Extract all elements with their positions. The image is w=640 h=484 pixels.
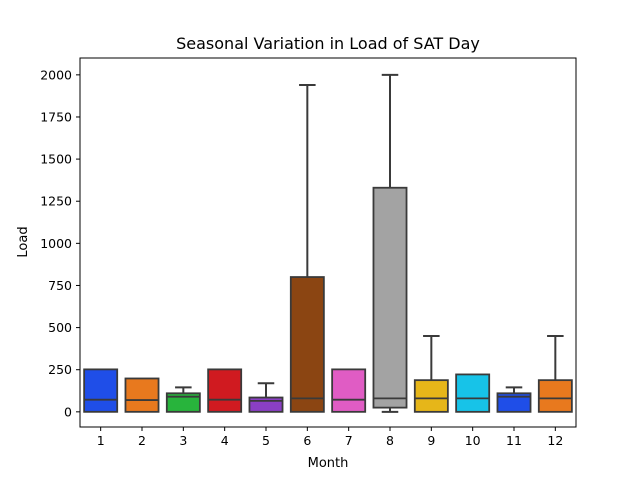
box-body bbox=[207, 368, 243, 413]
box-body bbox=[124, 377, 160, 413]
box-month-4 bbox=[207, 368, 243, 413]
x-tick-label: 1 bbox=[97, 433, 105, 448]
box-body bbox=[83, 368, 119, 413]
x-tick-label: 11 bbox=[506, 433, 522, 448]
box-month-10 bbox=[455, 373, 491, 413]
chart-title: Seasonal Variation in Load of SAT Day bbox=[176, 34, 480, 53]
box-month-6 bbox=[289, 83, 325, 413]
x-tick-label: 5 bbox=[262, 433, 270, 448]
y-tick-label: 250 bbox=[48, 362, 72, 377]
x-tick-label: 4 bbox=[221, 433, 229, 448]
y-tick-label: 2000 bbox=[40, 67, 72, 82]
box-body bbox=[537, 379, 573, 413]
y-tick-label: 500 bbox=[48, 320, 72, 335]
y-tick-label: 1000 bbox=[40, 236, 72, 251]
box-month-5 bbox=[248, 382, 284, 413]
x-tick-label: 12 bbox=[547, 433, 563, 448]
box-body bbox=[496, 392, 532, 413]
x-tick-label: 7 bbox=[345, 433, 353, 448]
box-month-12 bbox=[537, 335, 573, 413]
box-month-11 bbox=[496, 386, 532, 413]
x-tick-label: 3 bbox=[179, 433, 187, 448]
box-body bbox=[331, 368, 367, 413]
box-month-8 bbox=[372, 73, 408, 413]
box-month-1 bbox=[83, 368, 119, 413]
y-axis: 0 250 500 750 1000 1250 1500 1750 2000 bbox=[40, 67, 80, 419]
box-month-9 bbox=[413, 335, 449, 413]
box-month-3 bbox=[165, 386, 201, 413]
y-tick-label: 1500 bbox=[40, 152, 72, 167]
x-tick-label: 9 bbox=[427, 433, 435, 448]
y-tick-label: 0 bbox=[64, 404, 72, 419]
boxes-layer bbox=[83, 73, 573, 413]
y-tick-label: 750 bbox=[48, 278, 72, 293]
x-tick-label: 10 bbox=[465, 433, 481, 448]
y-tick-label: 1750 bbox=[40, 109, 72, 124]
y-axis-label: Load bbox=[16, 226, 31, 257]
plot-frame bbox=[79, 57, 577, 428]
y-tick-label: 1250 bbox=[40, 194, 72, 209]
box-body bbox=[289, 276, 325, 413]
box-month-7 bbox=[331, 368, 367, 413]
x-tick-label: 6 bbox=[303, 433, 311, 448]
x-tick-label: 2 bbox=[138, 433, 146, 448]
x-axis-label: Month bbox=[308, 456, 349, 471]
box-body bbox=[372, 186, 408, 409]
box-body bbox=[165, 392, 201, 413]
box-month-2 bbox=[124, 377, 160, 413]
box-body bbox=[248, 396, 284, 413]
box-body bbox=[455, 373, 491, 413]
box-body bbox=[413, 379, 449, 413]
x-axis: 1 2 3 4 5 6 7 8 9 10 11 12 bbox=[97, 427, 563, 448]
x-tick-label: 8 bbox=[386, 433, 394, 448]
